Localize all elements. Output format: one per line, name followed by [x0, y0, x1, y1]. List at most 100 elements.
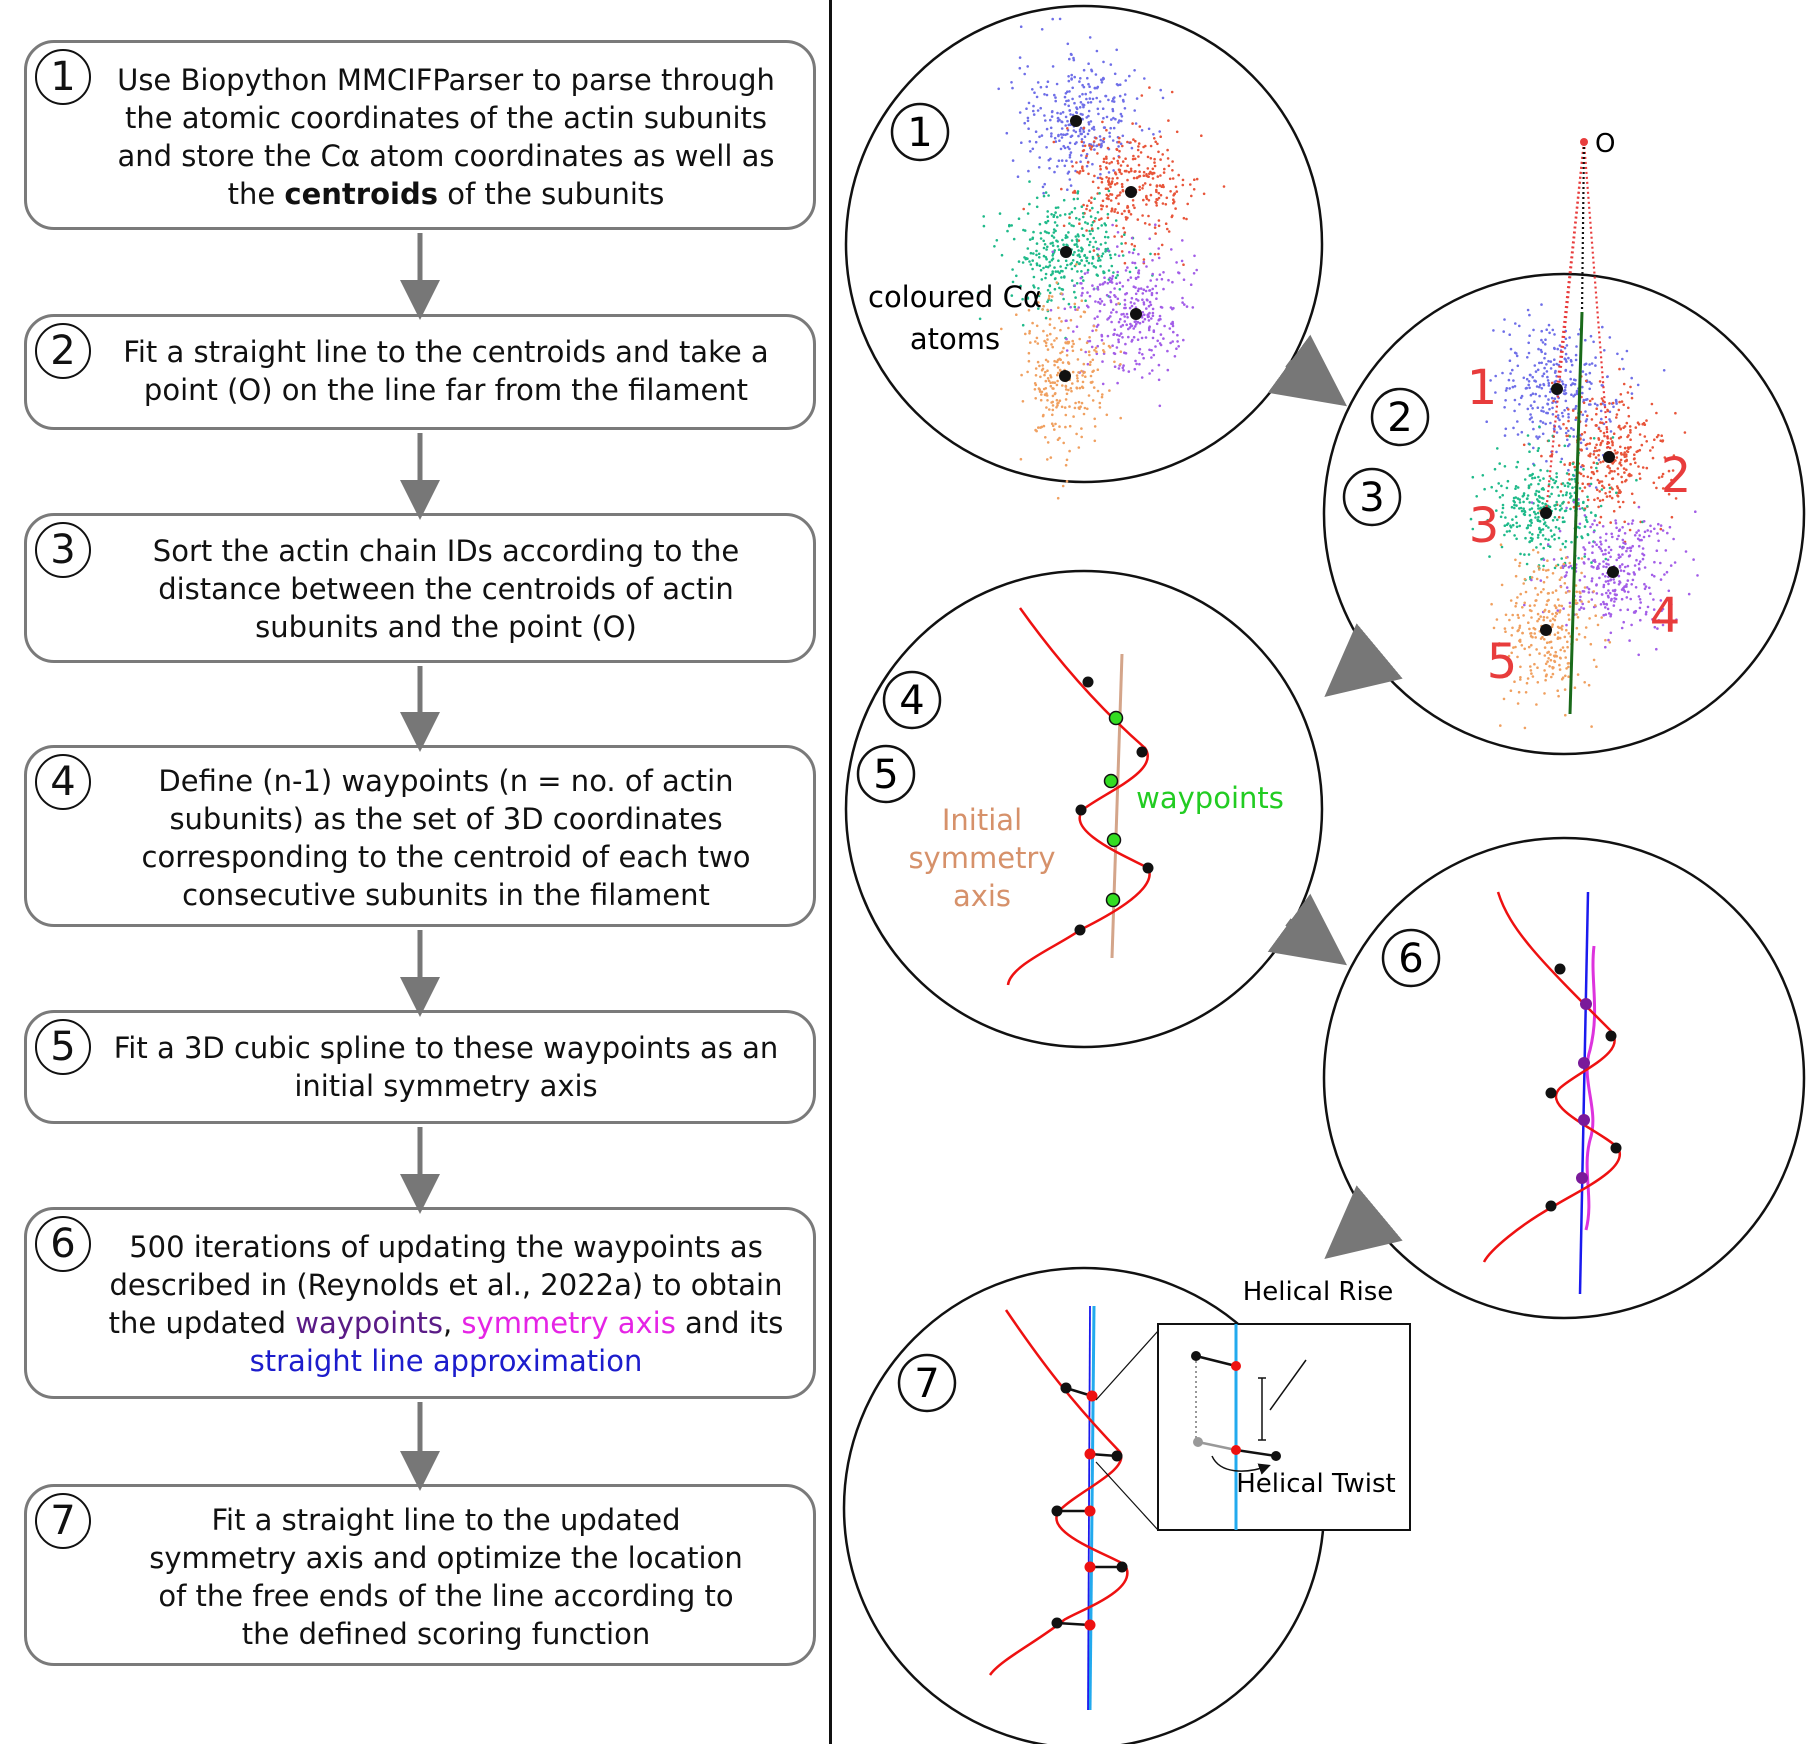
- atom-dot: [1044, 119, 1047, 122]
- atom-dot: [1565, 472, 1569, 475]
- atom-dot: [1172, 330, 1175, 334]
- atom-dot: [1081, 247, 1084, 251]
- atom-dot: [1068, 424, 1072, 428]
- atom-dot: [1121, 98, 1125, 102]
- atom-dot: [1547, 483, 1551, 486]
- atom-dot: [1070, 210, 1074, 214]
- atom-dot: [1565, 360, 1568, 363]
- atom-dot: [1027, 101, 1031, 105]
- atom-dot: [1674, 497, 1678, 500]
- atom-dot: [1047, 194, 1050, 197]
- atom-dot: [1049, 381, 1052, 385]
- atom-dot: [1157, 219, 1161, 222]
- atom-dot: [1547, 568, 1550, 572]
- atom-dot: [1123, 93, 1127, 96]
- atom-dot: [1537, 565, 1540, 568]
- atom-dot: [978, 317, 982, 321]
- atom-dot: [1070, 53, 1073, 56]
- atom-dot: [1620, 480, 1624, 484]
- atom-dot: [1592, 530, 1596, 534]
- atom-dot: [1119, 142, 1123, 146]
- atom-dot: [1556, 631, 1560, 634]
- panel-6-circle: [1322, 836, 1806, 1320]
- atom-dot: [1069, 387, 1073, 390]
- atom-dot: [1579, 595, 1582, 599]
- atom-dot: [1064, 341, 1067, 344]
- atom-dot: [1608, 486, 1612, 490]
- atom-dot: [1129, 213, 1133, 216]
- atom-dot: [1170, 322, 1173, 326]
- atom-dot: [1185, 305, 1189, 308]
- atom-dot: [1551, 667, 1555, 670]
- atom-dot: [1032, 113, 1036, 116]
- atom-dot: [1099, 167, 1102, 171]
- atom-dot: [1098, 100, 1102, 103]
- atom-dot: [1096, 288, 1100, 291]
- panel-45-waypoints: [1103, 710, 1124, 908]
- atom-dot: [1038, 222, 1042, 226]
- atom-dot: [1046, 360, 1050, 363]
- atom-dot: [1134, 170, 1137, 173]
- atom-dot: [1041, 367, 1045, 371]
- atom-dot: [1144, 144, 1147, 148]
- atom-dot: [1574, 404, 1578, 408]
- atom-dot: [1541, 432, 1545, 436]
- atom-dot: [1544, 343, 1547, 346]
- atom-dot: [1175, 130, 1179, 134]
- atom-dot: [1022, 207, 1025, 211]
- atom-dot: [1135, 176, 1139, 180]
- atom-dot: [1108, 162, 1111, 165]
- distance-line-3: [1544, 141, 1586, 514]
- atom-dot: [1542, 615, 1546, 619]
- atom-dot: [1595, 592, 1599, 595]
- atom-dot: [1589, 334, 1593, 338]
- step-text-4: Define (n-1) waypoints (n = no. of actin…: [87, 762, 805, 914]
- atom-dot: [1044, 191, 1048, 194]
- atom-dot: [1157, 150, 1160, 154]
- atom-dot: [1539, 542, 1542, 546]
- atom-dot: [1551, 672, 1555, 676]
- atom-dot: [1096, 152, 1099, 155]
- atom-dot: [1102, 137, 1105, 141]
- atom-dot: [1584, 373, 1588, 376]
- atom-dot: [1062, 243, 1065, 246]
- atom-dot: [1536, 593, 1540, 596]
- atom-dot: [1091, 284, 1094, 287]
- atom-dot: [1039, 85, 1043, 89]
- atom-dot: [1619, 608, 1622, 612]
- atom-dot: [1512, 646, 1515, 649]
- panel-6-subunit-dots: [1545, 963, 1622, 1212]
- atom-dot: [1530, 578, 1533, 582]
- atom-dot: [1624, 565, 1627, 569]
- atom-dot: [1090, 227, 1094, 230]
- atom-dot: [1070, 261, 1073, 265]
- atom-dot: [1056, 240, 1059, 243]
- atom-dot: [1622, 569, 1626, 573]
- atom-dot: [1202, 192, 1206, 196]
- atom-dot: [1495, 509, 1498, 512]
- atom-dot: [1533, 632, 1536, 635]
- atom-dot: [1541, 406, 1545, 409]
- atom-dot: [1633, 457, 1636, 460]
- atom-dot: [1524, 590, 1528, 594]
- atom-dot: [1054, 211, 1057, 214]
- atom-dot: [1508, 618, 1511, 622]
- atom-dot: [1076, 379, 1079, 383]
- atom-dot: [1535, 703, 1538, 706]
- atom-dot: [1136, 289, 1140, 293]
- atom-dot: [1630, 392, 1634, 395]
- atom-dot: [1151, 272, 1154, 276]
- atom-dot: [1103, 271, 1106, 274]
- atom-dot: [1150, 349, 1153, 352]
- atom-dot: [1608, 402, 1611, 405]
- atom-dot: [1076, 377, 1079, 380]
- atom-dot: [1111, 274, 1115, 278]
- atom-dot: [1515, 354, 1519, 358]
- atom-dot: [1040, 134, 1044, 137]
- atom-dot: [1091, 221, 1095, 224]
- atom-dot: [1146, 155, 1150, 159]
- atom-dot: [1610, 597, 1613, 601]
- atom-dot: [1065, 480, 1069, 483]
- atom-dot: [1605, 565, 1608, 569]
- atom-dot: [1118, 149, 1121, 153]
